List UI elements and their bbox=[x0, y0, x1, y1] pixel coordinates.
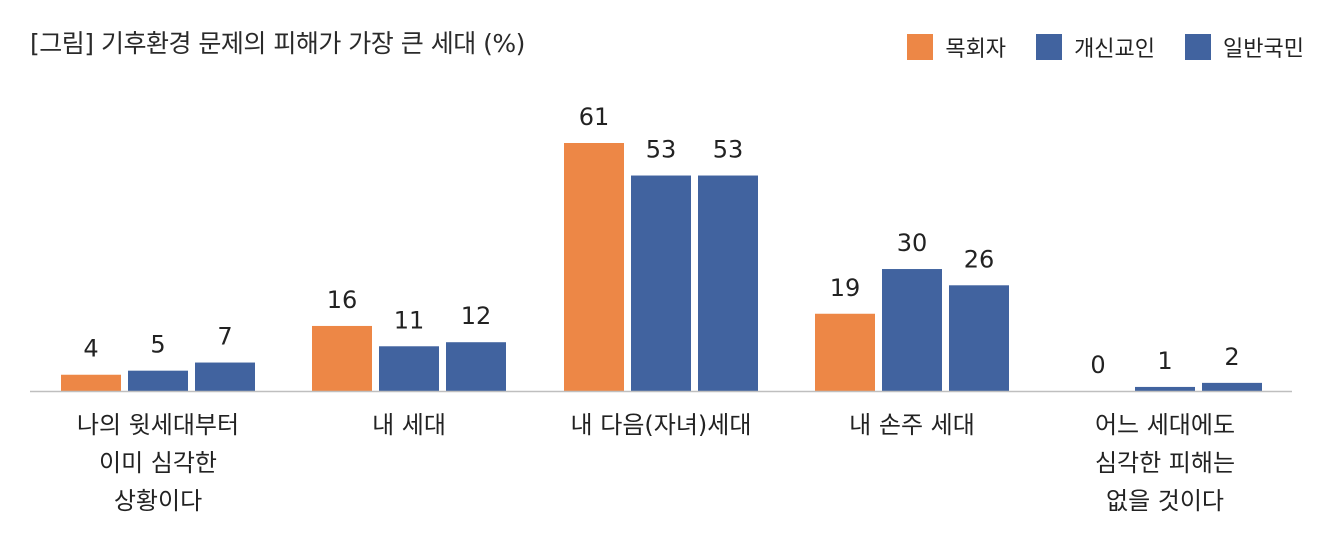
bar-general-public-grandchild-generation bbox=[949, 285, 1009, 391]
data-label-pastors-next-generation: 61 bbox=[579, 103, 610, 131]
bar-protestants-older-generation bbox=[128, 370, 188, 391]
bar-protestants-grandchild-generation bbox=[882, 269, 942, 391]
bar-general-public-next-generation bbox=[698, 175, 758, 391]
bar-pastors-grandchild-generation bbox=[815, 313, 875, 391]
bar-protestants-no-generation bbox=[1135, 386, 1195, 391]
legend-swatch-pastors bbox=[907, 34, 934, 60]
legend-label-pastors: 목회자 bbox=[945, 37, 1007, 62]
bar-pastors-older-generation bbox=[61, 374, 121, 391]
data-label-general-public-next-generation: 53 bbox=[713, 136, 744, 164]
bar-pastors-next-generation bbox=[564, 143, 624, 391]
chart-title: [그림] 기후환경 문제의 피해가 가장 큰 세대 (%) bbox=[30, 29, 525, 58]
category-label-grandchild-generation: 내 손주 세대 bbox=[849, 411, 975, 439]
bar-protestants-next-generation bbox=[631, 175, 691, 391]
category-label-no-generation: 어느 세대에도 심각한 피해는 없을 것이다 bbox=[1094, 411, 1236, 515]
data-label-general-public-grandchild-generation: 26 bbox=[964, 245, 995, 273]
legend-item-general-public: 일반국민 bbox=[1185, 31, 1304, 63]
data-label-protestants-older-generation: 5 bbox=[150, 331, 165, 359]
legend-label-protestants: 개신교인 bbox=[1074, 37, 1156, 62]
legend-item-protestants: 개신교인 bbox=[1036, 31, 1155, 63]
data-label-pastors-my-generation: 16 bbox=[327, 286, 358, 314]
bar-pastors-my-generation bbox=[312, 325, 372, 391]
data-label-protestants-my-generation: 11 bbox=[394, 306, 425, 334]
data-label-pastors-grandchild-generation: 19 bbox=[830, 274, 861, 302]
data-label-protestants-grandchild-generation: 30 bbox=[897, 229, 928, 257]
data-label-general-public-my-generation: 12 bbox=[461, 302, 492, 330]
legend-swatch-protestants bbox=[1036, 34, 1063, 60]
bar-protestants-my-generation bbox=[379, 346, 439, 391]
category-label-my-generation: 내 세대 bbox=[372, 411, 446, 439]
bar-general-public-no-generation bbox=[1202, 382, 1262, 391]
data-label-protestants-no-generation: 1 bbox=[1157, 347, 1172, 375]
legend-label-general-public: 일반국민 bbox=[1223, 37, 1304, 62]
legend-swatch-general-public bbox=[1185, 34, 1212, 60]
data-label-general-public-no-generation: 2 bbox=[1224, 343, 1239, 371]
bar-general-public-my-generation bbox=[446, 342, 506, 391]
legend: 목회자 개신교인 일반국민 bbox=[877, 31, 1304, 63]
data-label-pastors-older-generation: 4 bbox=[83, 335, 98, 363]
bar-general-public-older-generation bbox=[195, 362, 255, 391]
data-label-protestants-next-generation: 53 bbox=[646, 136, 677, 164]
category-label-older-generation: 나의 윗세대부터 이미 심각한 상황이다 bbox=[76, 411, 240, 515]
legend-item-pastors: 목회자 bbox=[907, 31, 1006, 63]
data-label-pastors-no-generation: 0 bbox=[1090, 351, 1105, 379]
category-label-next-generation: 내 다음(자녀)세대 bbox=[570, 411, 752, 439]
data-label-general-public-older-generation: 7 bbox=[217, 323, 232, 351]
